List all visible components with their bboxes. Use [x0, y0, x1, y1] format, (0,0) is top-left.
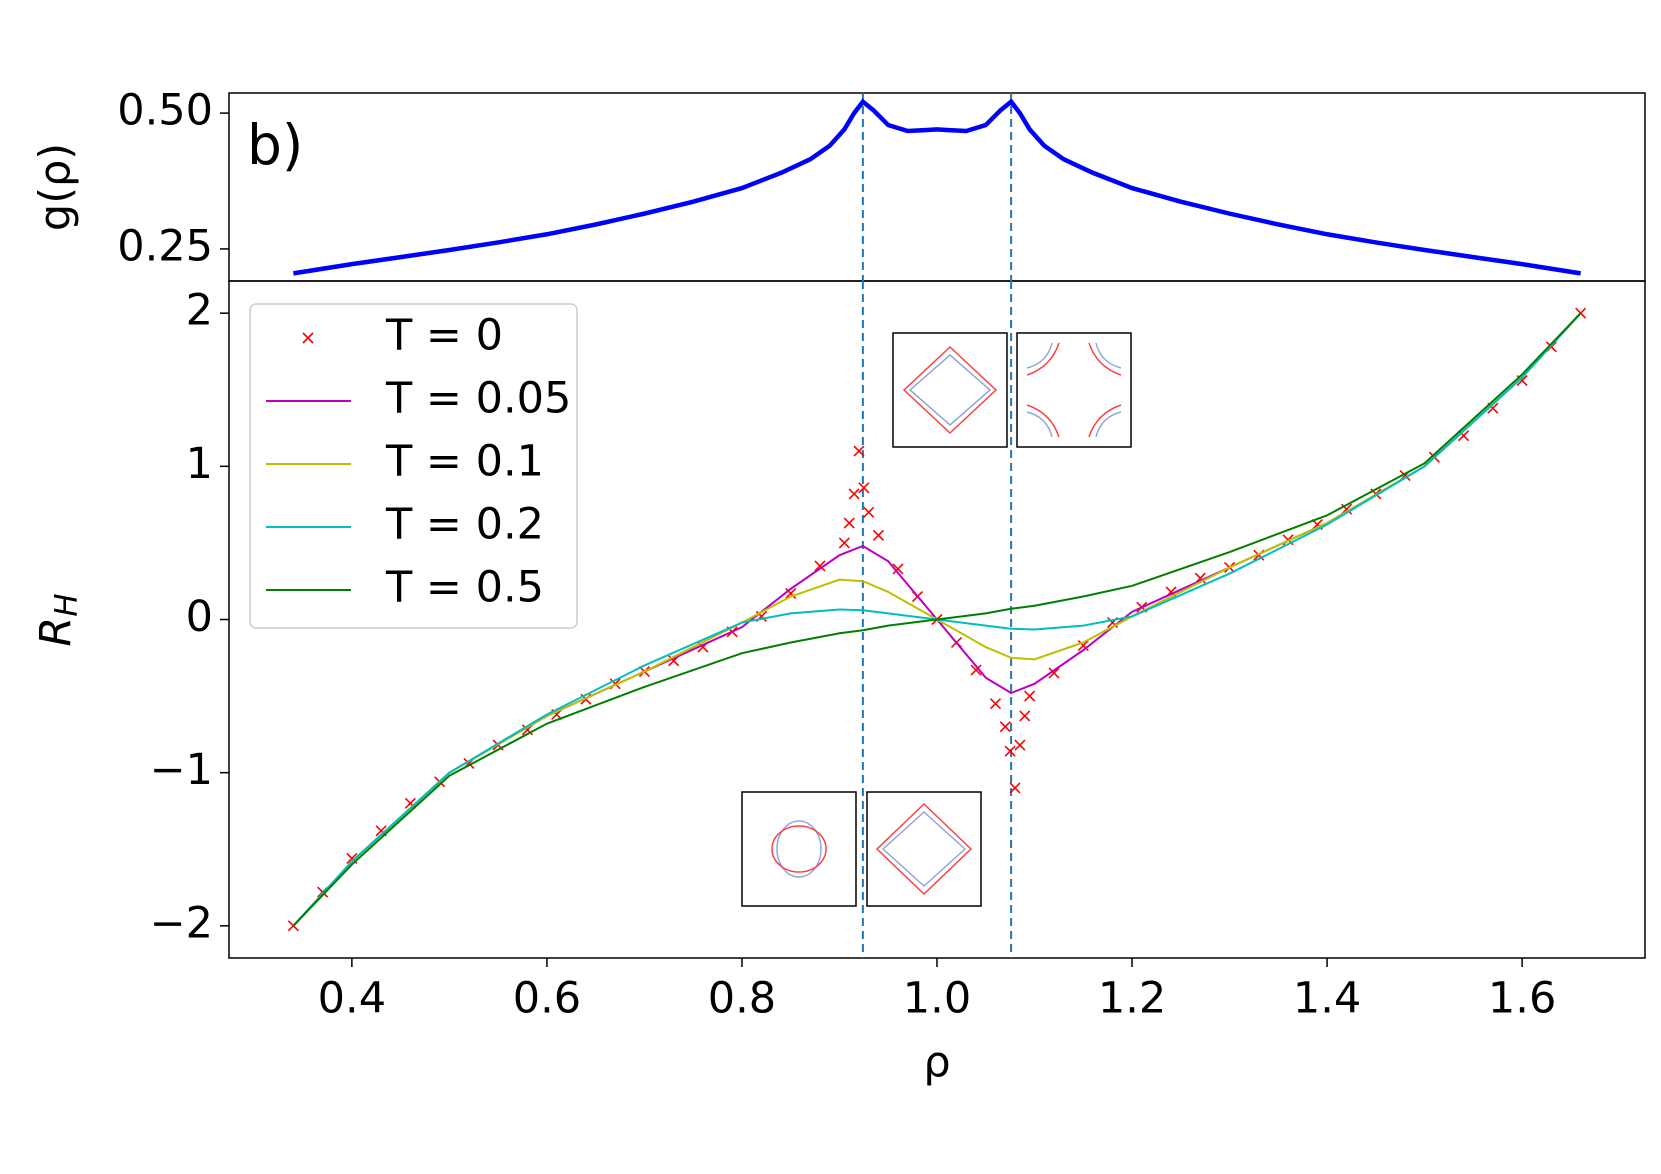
y-tick-label: 0: [186, 592, 213, 642]
data-point: [1458, 430, 1470, 442]
legend-label: T = 0.2: [385, 500, 544, 550]
data-point: [814, 560, 826, 572]
legend-label: T = 0.05: [385, 374, 571, 424]
y-tick-label: −2: [150, 898, 213, 948]
y-tick-label: 2: [186, 286, 213, 336]
data-point: [1048, 667, 1060, 679]
data-point: [872, 529, 885, 541]
data-line: [292, 312, 1582, 927]
x-tick-label: 1.0: [903, 974, 971, 1024]
data-point: [1024, 690, 1036, 702]
data-line: [293, 98, 1581, 276]
legend: T = 0 T = 0.05 T = 0.1 T = 0.2 T = 0.5: [249, 303, 578, 629]
x-axis-label: ρ: [923, 1038, 950, 1088]
data-point: [1004, 745, 1016, 757]
data-point: [843, 517, 855, 529]
y-axis-label: RH: [31, 593, 85, 646]
data-point: [1009, 782, 1021, 794]
inset: [892, 332, 1008, 448]
data-point: [853, 445, 865, 457]
insets: [741, 332, 1132, 907]
data-point: [848, 488, 860, 500]
x-tick-label: 0.4: [318, 974, 386, 1024]
y-tick-label: −1: [150, 745, 213, 795]
data-point: [838, 537, 850, 549]
data-point: [970, 664, 982, 676]
inset: [741, 791, 857, 907]
data-point: [1014, 739, 1026, 751]
y-label-main: R: [31, 617, 81, 647]
data-point: [404, 797, 416, 809]
x-tick-label: 0.8: [708, 974, 776, 1024]
annotation: b): [247, 113, 303, 177]
legend-label: T = 0: [385, 311, 503, 361]
data-point: [1019, 710, 1031, 722]
inset: [866, 791, 982, 907]
legend-frame: [249, 303, 578, 629]
data-point: [1077, 639, 1089, 652]
x-tick-label: 0.6: [513, 974, 581, 1024]
data-point: [999, 721, 1011, 733]
y-tick-label: 0.25: [117, 221, 213, 271]
data-point: [892, 563, 904, 575]
legend-marker: [302, 332, 314, 344]
y-axis-label: g(ρ): [31, 143, 81, 231]
y-tick-label: 0.50: [117, 86, 213, 136]
legend-label: T = 0.5: [385, 563, 544, 613]
x-tick-label: 1.6: [1488, 974, 1556, 1024]
y-label-sub: H: [49, 593, 85, 616]
inset: [1016, 332, 1132, 448]
data-point: [858, 482, 870, 494]
x-tick-label: 1.4: [1293, 974, 1361, 1024]
data-point: [785, 587, 797, 600]
x-tick-label: 1.2: [1098, 974, 1166, 1024]
data-point: [863, 506, 875, 518]
y-tick-label: 1: [186, 439, 213, 489]
data-point: [989, 698, 1002, 710]
legend-label: T = 0.1: [385, 437, 544, 487]
